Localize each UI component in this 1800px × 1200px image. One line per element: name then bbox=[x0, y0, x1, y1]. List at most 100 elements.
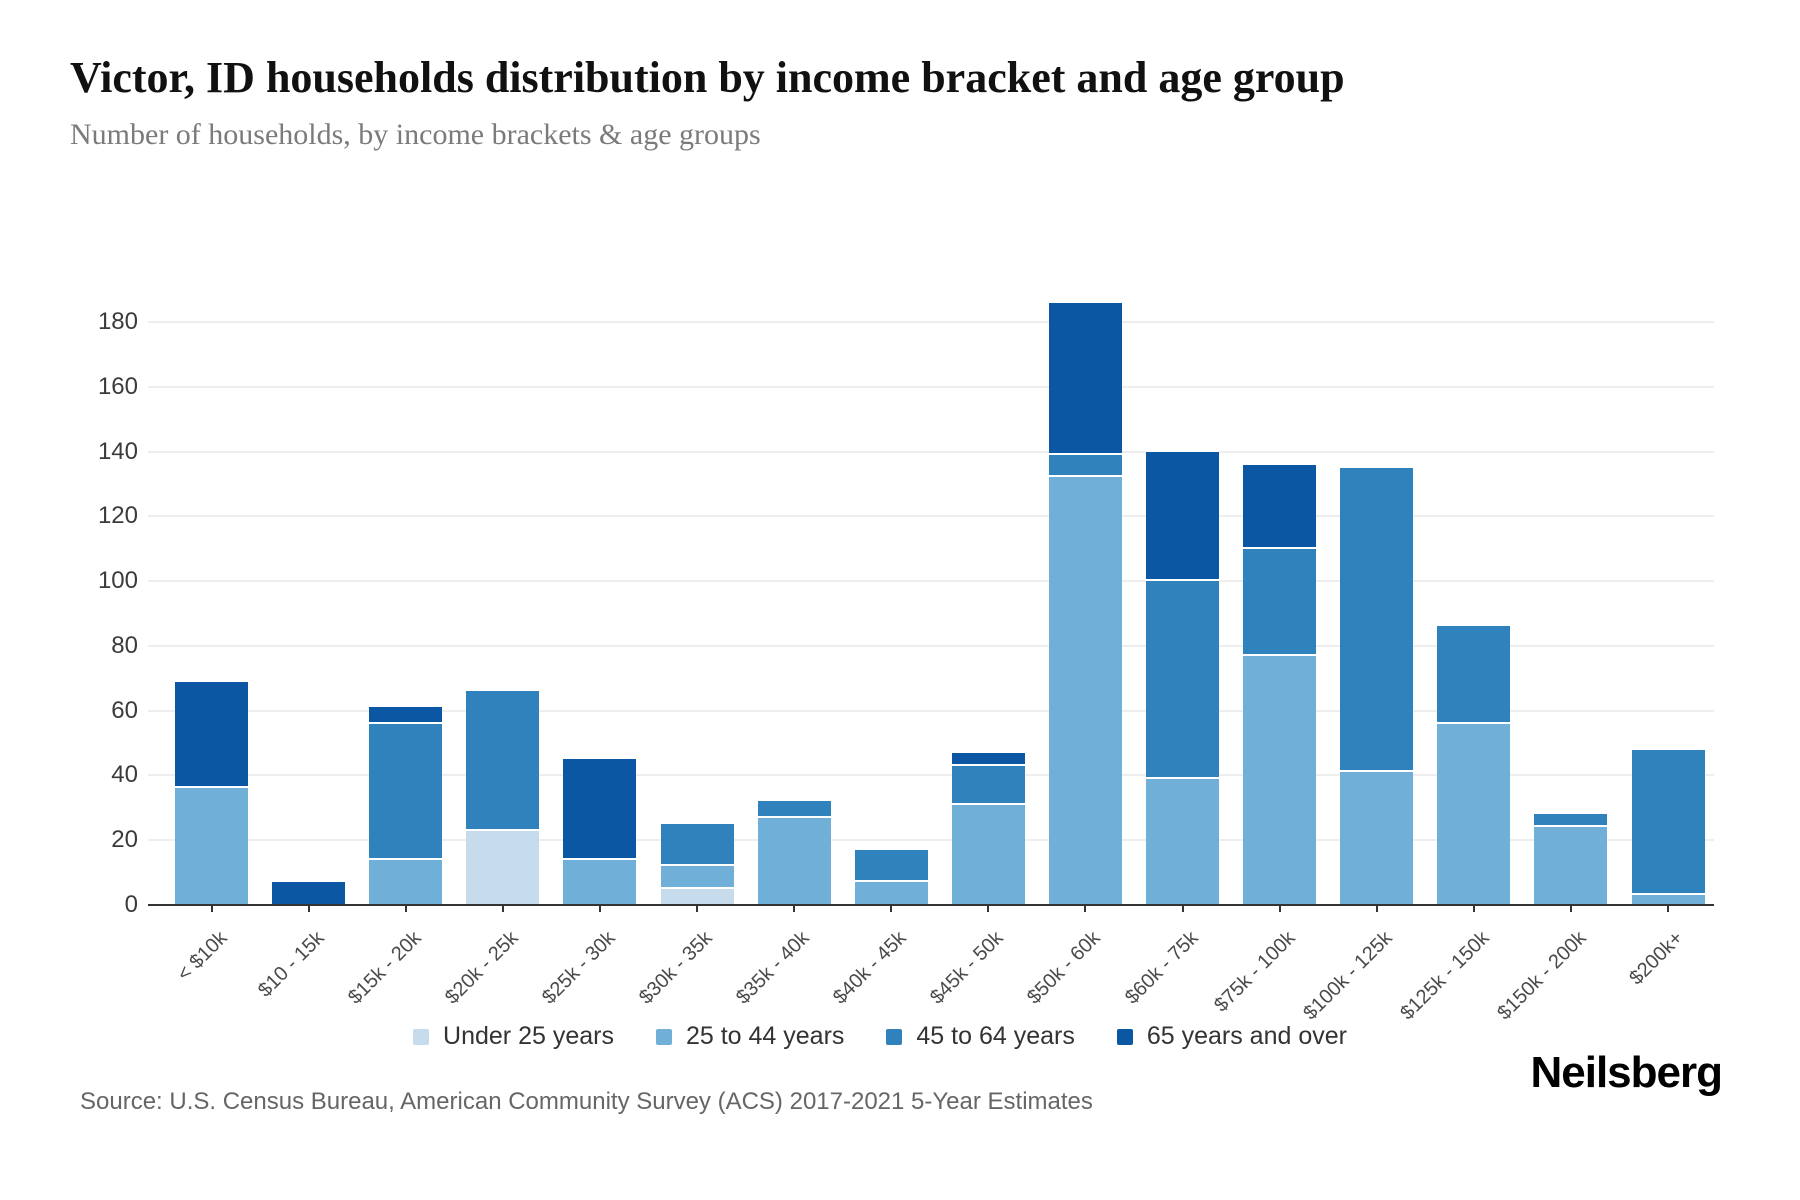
bar-segment-65-years-and-over[interactable] bbox=[1243, 464, 1317, 549]
y-axis-tick-label: 180 bbox=[97, 307, 138, 335]
bar-200k[interactable] bbox=[1631, 749, 1705, 905]
x-axis-tick bbox=[793, 905, 796, 912]
bar-segment-45-to-64-years[interactable] bbox=[369, 723, 443, 860]
bar-10k[interactable] bbox=[175, 681, 248, 905]
bar-segment-65-years-and-over[interactable] bbox=[369, 707, 443, 724]
bar-100k-125k[interactable] bbox=[1340, 467, 1414, 905]
bar-segment-45-to-64-years[interactable] bbox=[1048, 454, 1122, 478]
gridline bbox=[148, 709, 1714, 712]
bar-segment-45-to-64-years[interactable] bbox=[1534, 814, 1608, 828]
bar-segment-65-years-and-over[interactable] bbox=[951, 752, 1025, 766]
bar-segment-45-to-64-years[interactable] bbox=[951, 765, 1025, 805]
brand-logo: Neilsberg bbox=[1530, 1048, 1723, 1097]
bar-segment-45-to-64-years[interactable] bbox=[466, 691, 540, 831]
gridline bbox=[148, 515, 1714, 518]
bar-segment-65-years-and-over[interactable] bbox=[563, 759, 637, 860]
bar-segment-45-to-64-years[interactable] bbox=[1243, 548, 1317, 656]
bar-75k-100k[interactable] bbox=[1243, 464, 1317, 905]
bar-segment-45-to-64-years[interactable] bbox=[660, 824, 734, 867]
bar-segment-65-years-and-over[interactable] bbox=[1048, 302, 1122, 455]
gridline bbox=[148, 385, 1714, 388]
x-axis-tick bbox=[987, 905, 990, 912]
x-axis-tick bbox=[1375, 905, 1378, 912]
bar-60k-75k[interactable] bbox=[1146, 451, 1219, 905]
x-axis-tick bbox=[598, 905, 601, 912]
gridline bbox=[148, 839, 1714, 842]
bar-segment-25-to-44-years[interactable] bbox=[757, 817, 831, 905]
bar-segment-65-years-and-over[interactable] bbox=[1146, 451, 1219, 582]
legend-label: 25 to 44 years bbox=[685, 1022, 845, 1050]
bar-segment-25-to-44-years[interactable] bbox=[563, 859, 637, 905]
x-axis-tick bbox=[307, 905, 310, 912]
legend-label: Under 25 years bbox=[443, 1022, 614, 1050]
legend-item-65-years-and-over[interactable]: 65 years and over bbox=[1116, 1022, 1347, 1051]
x-axis-line bbox=[148, 904, 1714, 906]
bar-15k-20k[interactable] bbox=[369, 707, 443, 905]
bar-segment-45-to-64-years[interactable] bbox=[1437, 626, 1511, 724]
bar-segment-25-to-44-years[interactable] bbox=[660, 866, 734, 889]
y-axis-tick-label: 60 bbox=[111, 696, 138, 724]
bar-150k-200k[interactable] bbox=[1534, 814, 1608, 905]
bar-segment-25-to-44-years[interactable] bbox=[1243, 655, 1317, 905]
bar-40k-45k[interactable] bbox=[854, 849, 928, 905]
x-axis-tick bbox=[404, 905, 407, 912]
bar-10-15k[interactable] bbox=[272, 882, 346, 905]
legend-label: 45 to 64 years bbox=[916, 1022, 1075, 1050]
bar-segment-45-to-64-years[interactable] bbox=[1146, 581, 1219, 779]
y-axis-tick-label: 0 bbox=[124, 891, 138, 918]
x-axis-tick bbox=[1569, 905, 1572, 912]
bar-segment-45-to-64-years[interactable] bbox=[1631, 749, 1705, 896]
bar-segment-25-to-44-years[interactable] bbox=[1146, 778, 1219, 905]
bar-segment-25-to-44-years[interactable] bbox=[1631, 895, 1705, 905]
source-note: Source: U.S. Census Bureau, American Com… bbox=[80, 1088, 1093, 1115]
bar-25k-30k[interactable] bbox=[563, 759, 637, 905]
bar-segment-25-to-44-years[interactable] bbox=[1340, 772, 1414, 905]
bar-segment-under-25-years[interactable] bbox=[660, 888, 734, 905]
bar-segment-45-to-64-years[interactable] bbox=[854, 849, 928, 883]
legend-swatch bbox=[1116, 1028, 1133, 1045]
bar-30k-35k[interactable] bbox=[660, 824, 734, 905]
bar-125k-150k[interactable] bbox=[1437, 626, 1511, 905]
legend: Under 25 years 25 to 44 years 45 to 64 yea… bbox=[0, 1022, 1760, 1051]
y-axis-tick-label: 40 bbox=[111, 761, 138, 789]
legend-item-25-to-44-years[interactable]: 25 to 44 years bbox=[655, 1022, 845, 1051]
gridline bbox=[148, 580, 1714, 583]
bar-segment-65-years-and-over[interactable] bbox=[272, 882, 346, 905]
y-axis-tick-label: 160 bbox=[97, 372, 138, 400]
y-axis-tick-label: 140 bbox=[97, 437, 138, 465]
bar-segment-45-to-64-years[interactable] bbox=[757, 801, 831, 818]
bar-20k-25k[interactable] bbox=[466, 691, 540, 905]
y-axis-tick-label: 80 bbox=[111, 631, 138, 659]
bar-segment-65-years-and-over[interactable] bbox=[175, 681, 248, 789]
legend-label: 65 years and over bbox=[1146, 1022, 1347, 1050]
bar-35k-40k[interactable] bbox=[757, 801, 831, 905]
x-axis-tick bbox=[890, 905, 893, 912]
x-axis-tick bbox=[696, 905, 698, 912]
page-subtitle: Number of households, by income brackets… bbox=[70, 118, 761, 151]
gridline bbox=[148, 320, 1714, 323]
bar-segment-under-25-years[interactable] bbox=[466, 830, 540, 905]
bar-segment-25-to-44-years[interactable] bbox=[1534, 827, 1608, 905]
bar-segment-45-to-64-years[interactable] bbox=[1340, 467, 1414, 773]
gridline bbox=[148, 774, 1714, 777]
legend-swatch bbox=[413, 1028, 430, 1045]
x-axis-tick bbox=[1181, 905, 1184, 912]
bar-45k-50k[interactable] bbox=[951, 752, 1025, 905]
x-axis-tick bbox=[501, 905, 504, 912]
y-axis-tick-label: 120 bbox=[97, 502, 138, 530]
bar-50k-60k[interactable] bbox=[1048, 302, 1122, 905]
bar-segment-25-to-44-years[interactable] bbox=[951, 804, 1025, 905]
bar-segment-25-to-44-years[interactable] bbox=[854, 882, 928, 905]
y-axis-tick-label: 20 bbox=[111, 826, 138, 854]
x-axis-tick bbox=[1472, 905, 1475, 912]
legend-item-45-to-64-years[interactable]: 45 to 64 years bbox=[886, 1022, 1075, 1051]
legend-swatch bbox=[886, 1028, 903, 1045]
y-axis-tick-label: 100 bbox=[97, 567, 138, 595]
bar-segment-25-to-44-years[interactable] bbox=[175, 788, 248, 905]
bar-segment-25-to-44-years[interactable] bbox=[369, 859, 443, 905]
bar-segment-25-to-44-years[interactable] bbox=[1048, 477, 1122, 905]
bar-segment-25-to-44-years[interactable] bbox=[1437, 723, 1511, 905]
legend-item-under-25-years[interactable]: Under 25 years bbox=[413, 1022, 614, 1051]
